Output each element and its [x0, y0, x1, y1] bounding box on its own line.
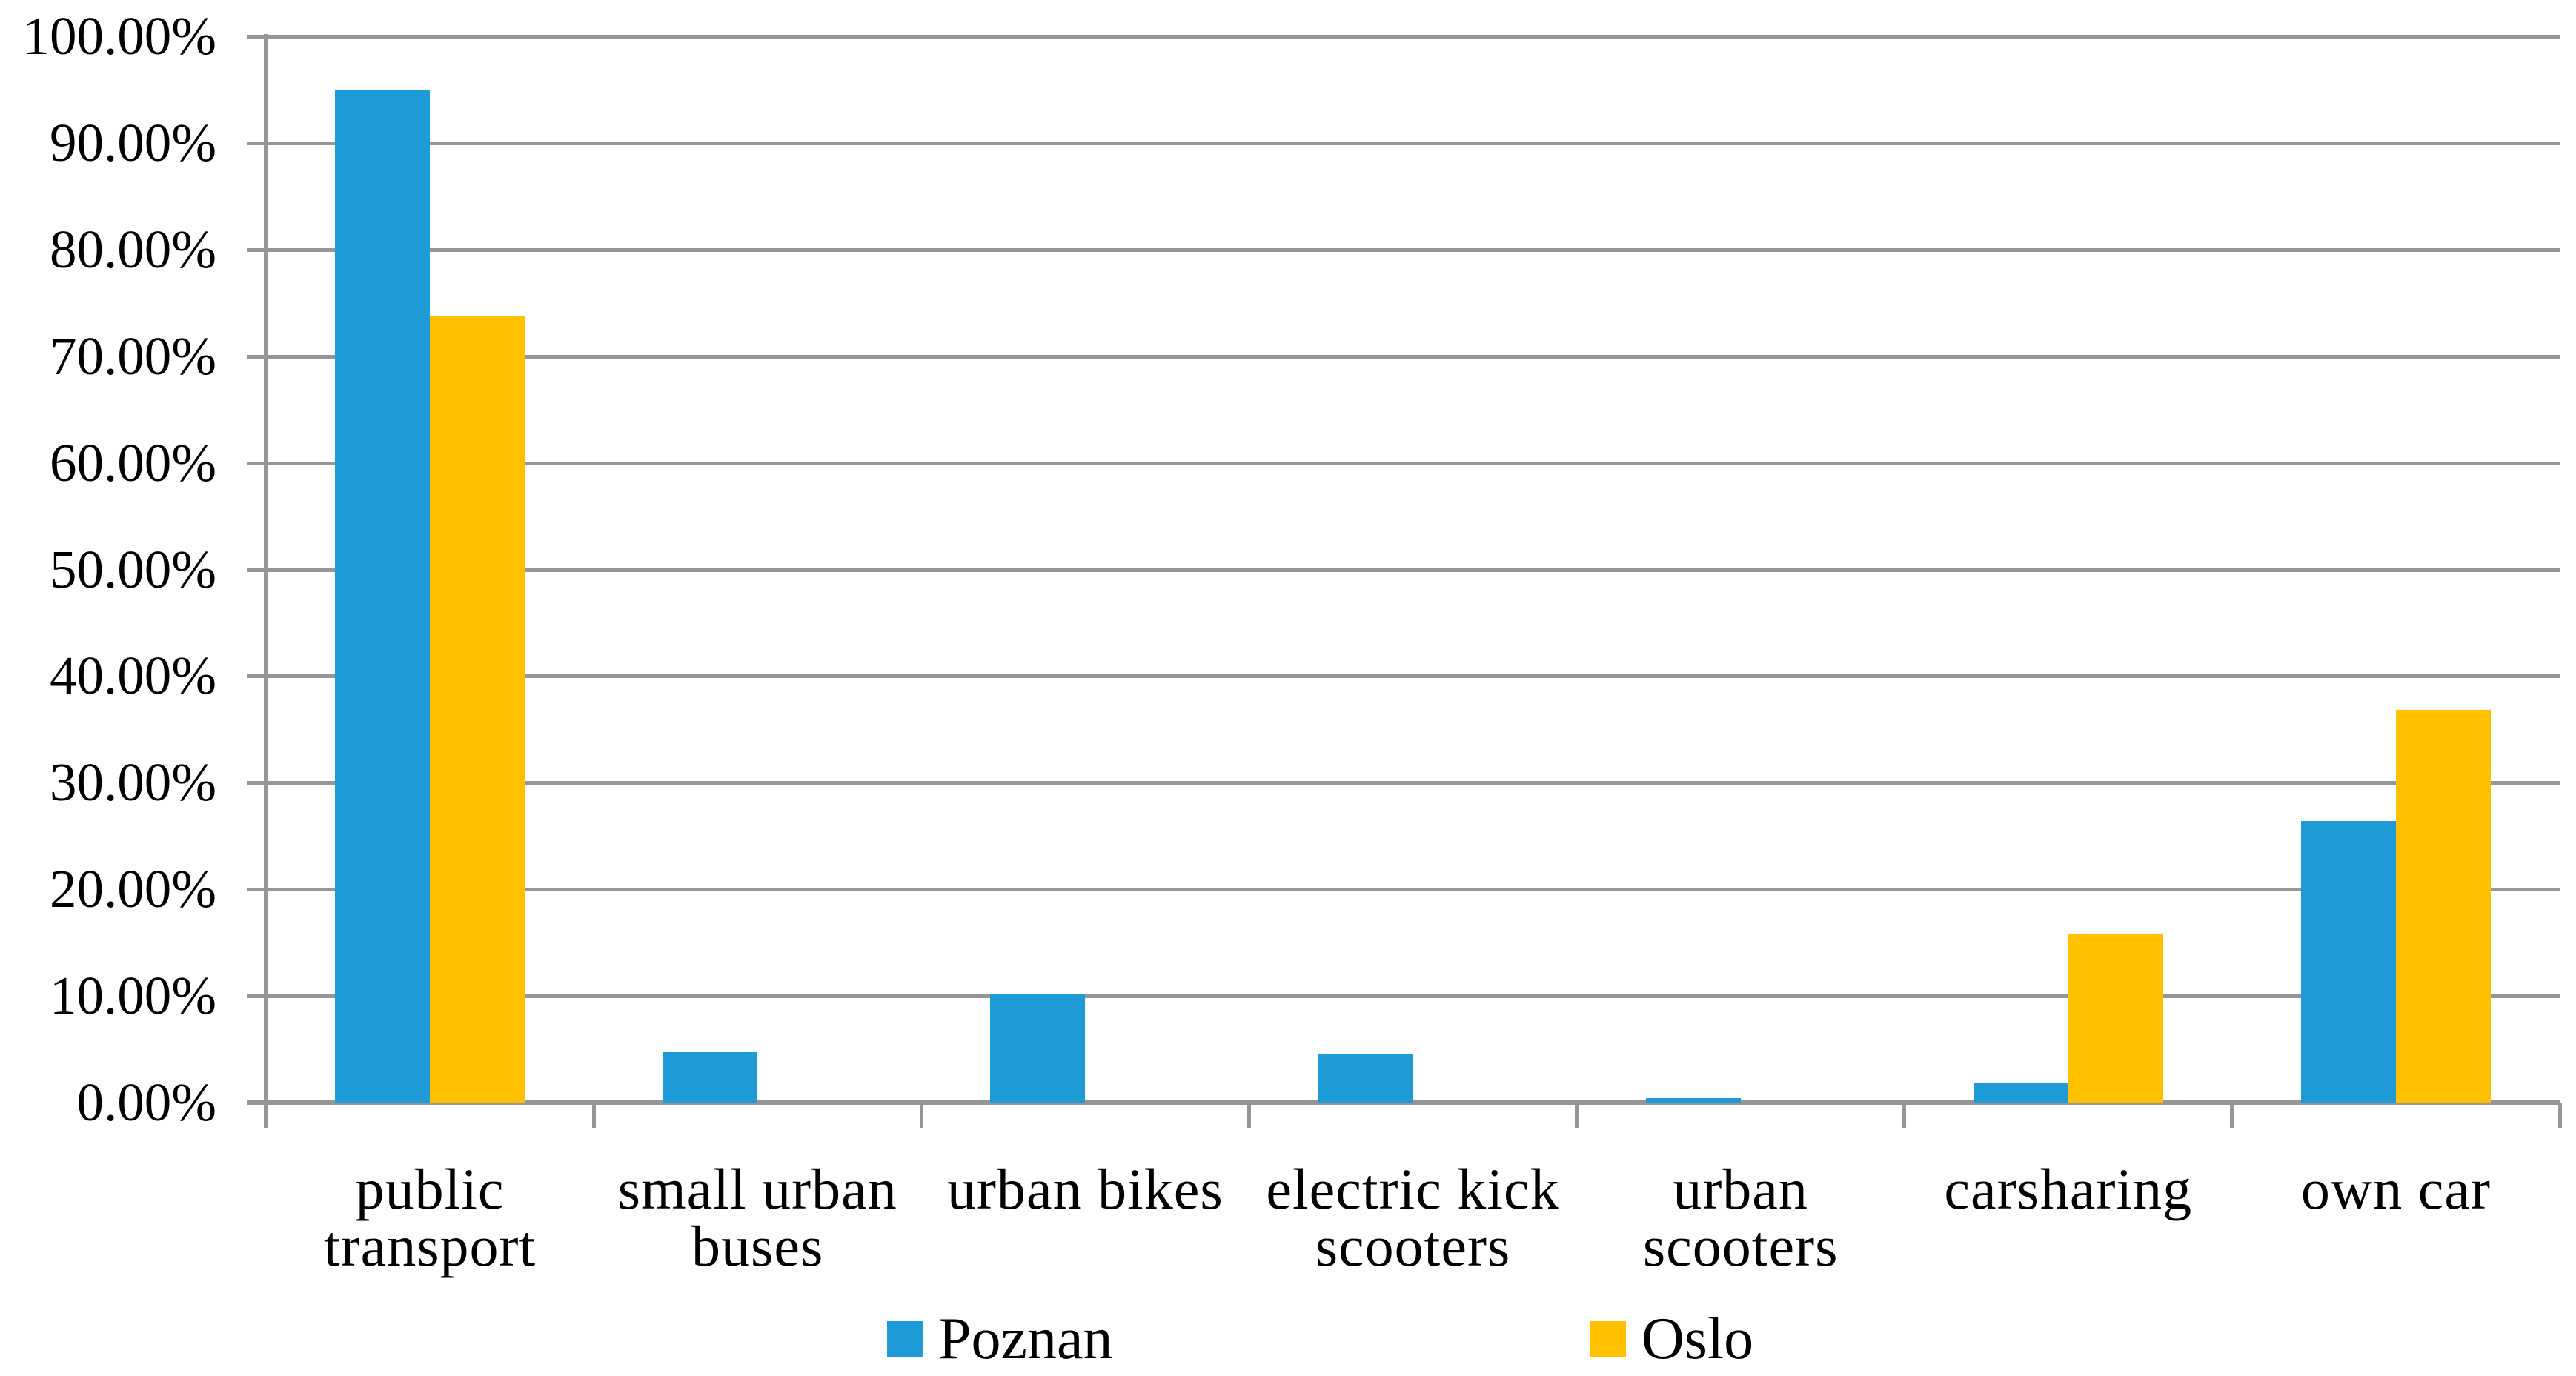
- y-axis-tick-label: 70.00%: [49, 325, 216, 386]
- y-axis-tick-label: 10.00%: [49, 965, 216, 1026]
- y-axis-line: [264, 34, 268, 1128]
- legend-entry-oslo: Oslo: [1590, 1304, 1753, 1374]
- gridline: [247, 247, 2560, 252]
- x-axis-category-label: urban scooters: [1577, 1157, 1905, 1278]
- y-axis-tick-label: 50.00%: [49, 539, 216, 599]
- legend-label: Oslo: [1641, 1306, 1754, 1372]
- x-axis-category-label: small urban buses: [594, 1157, 921, 1278]
- legend-swatch-poznan: [887, 1321, 923, 1357]
- x-axis-tick: [1246, 1103, 1251, 1128]
- x-axis-category-label: carsharing: [1905, 1157, 2232, 1221]
- bar-poznan-small-urban-buses: [663, 1052, 758, 1103]
- gridline: [247, 35, 2560, 39]
- y-axis-tick-label: 90.00%: [49, 112, 216, 173]
- y-axis-tick-label: 100.00%: [22, 6, 216, 66]
- x-axis-category-label-line: public: [355, 1157, 505, 1221]
- y-axis-tick-label: 80.00%: [49, 219, 216, 279]
- bar-oslo-own-car: [2395, 710, 2491, 1103]
- x-axis-category-label-line: scooters: [1315, 1214, 1511, 1278]
- x-axis-category-label-line: small urban: [617, 1157, 897, 1221]
- gridline: [247, 888, 2560, 892]
- bar-poznan-own-car: [2300, 821, 2396, 1103]
- x-axis-category-label-line: own car: [2300, 1157, 2491, 1221]
- bar-poznan-urban-scooters: [1645, 1098, 1741, 1103]
- gridline: [247, 994, 2560, 999]
- gridline: [247, 674, 2560, 679]
- x-axis-category-label: public transport: [266, 1157, 594, 1278]
- x-axis-category-label-line: urban bikes: [946, 1157, 1224, 1221]
- x-axis-line: [247, 1100, 2560, 1105]
- legend-swatch-oslo: [1590, 1321, 1626, 1357]
- x-axis-category-label: own car: [2232, 1157, 2560, 1221]
- x-axis-category-label-line: electric kick: [1266, 1157, 1560, 1221]
- x-axis-category-label: electric kick scooters: [1249, 1157, 1576, 1278]
- x-axis-tick: [919, 1103, 923, 1128]
- y-axis-tick-label: 30.00%: [49, 752, 216, 813]
- x-axis-category-label-line: buses: [691, 1214, 824, 1278]
- bar-poznan-urban-bikes: [990, 994, 1086, 1103]
- legend-entry-poznan: Poznan: [887, 1304, 1113, 1374]
- gridline: [247, 568, 2560, 572]
- legend-label: Poznan: [938, 1306, 1113, 1372]
- x-axis-tick: [1575, 1103, 1579, 1128]
- x-axis-tick: [2230, 1103, 2234, 1128]
- x-axis-tick: [2557, 1103, 2562, 1128]
- bar-poznan-carsharing: [1973, 1083, 2068, 1103]
- bar-poznan-public-transport: [335, 90, 431, 1103]
- y-axis-tick-label: 40.00%: [49, 645, 216, 706]
- bar-oslo-carsharing: [2068, 934, 2163, 1103]
- x-axis-tick: [591, 1103, 596, 1128]
- y-axis-tick-label: 60.00%: [49, 432, 216, 493]
- x-axis-category-label-line: carsharing: [1944, 1157, 2193, 1221]
- bar-oslo-public-transport: [430, 316, 525, 1103]
- y-axis-tick-label: 20.00%: [49, 859, 216, 920]
- bar-poznan-electric-kick-scooters: [1318, 1054, 1413, 1103]
- gridline: [247, 781, 2560, 785]
- x-axis-tick: [1902, 1103, 1907, 1128]
- gridline: [247, 141, 2560, 145]
- y-axis-tick-label: 0.00%: [76, 1072, 216, 1132]
- x-axis-category-label-line: urban: [1673, 1157, 1808, 1221]
- x-axis-category-label-line: scooters: [1642, 1214, 1839, 1278]
- x-axis-category-label: urban bikes: [921, 1157, 1249, 1221]
- x-axis-category-label-line: transport: [323, 1214, 537, 1278]
- gridline: [247, 354, 2560, 359]
- gridline: [247, 461, 2560, 465]
